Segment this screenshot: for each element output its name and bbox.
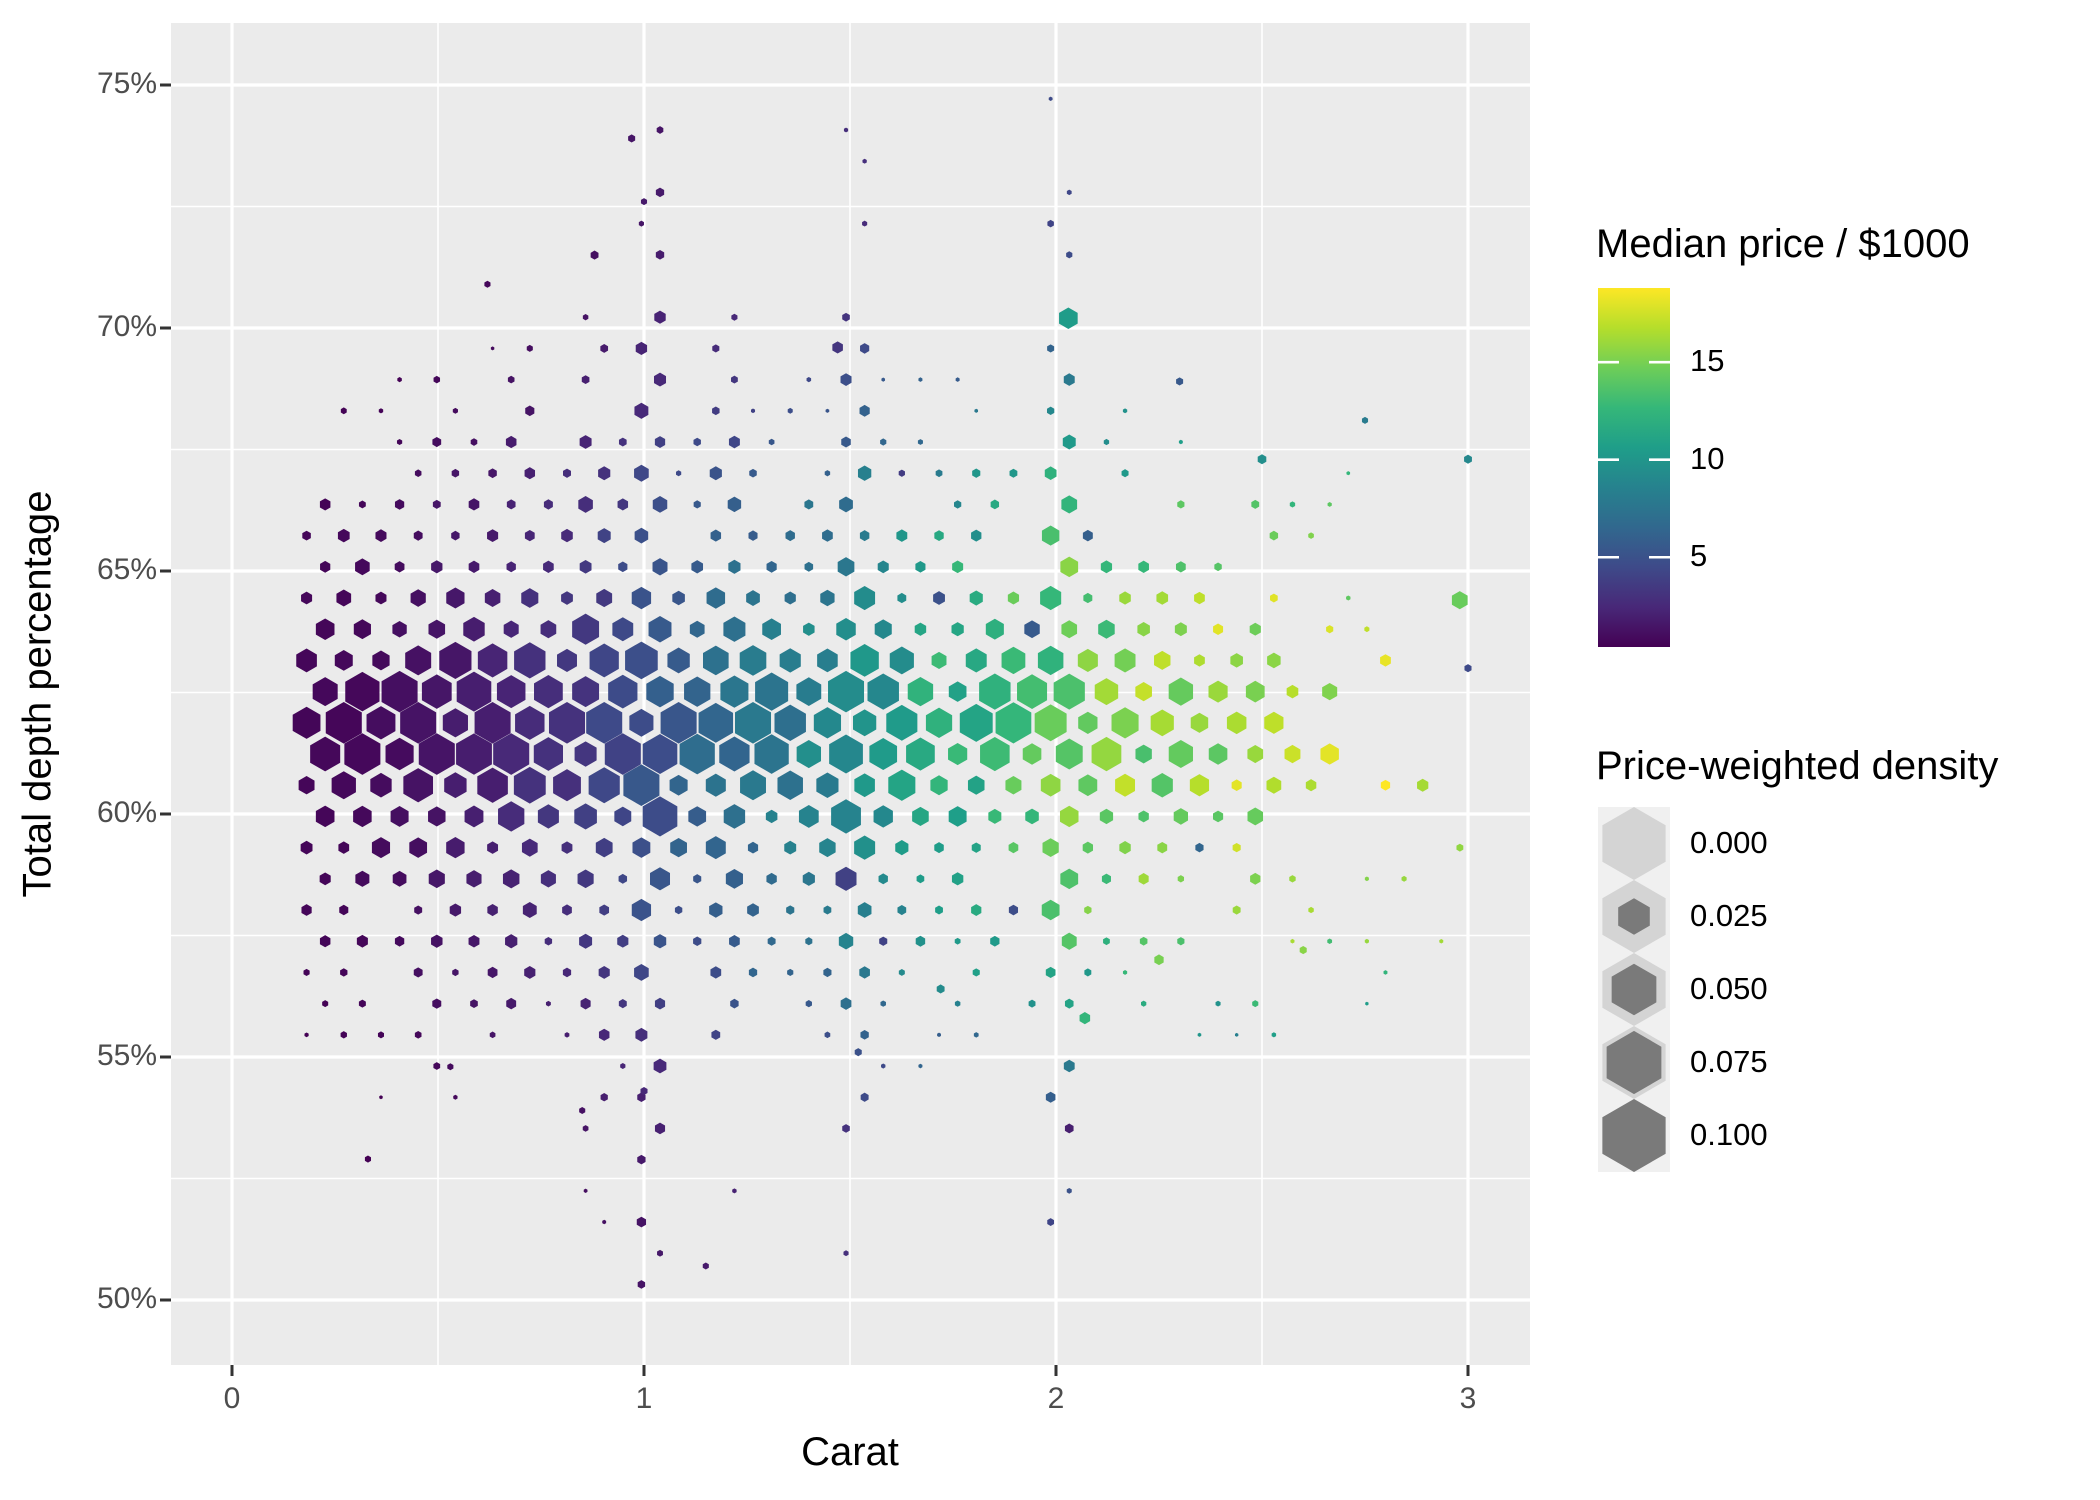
size-legend-value-label: 0.100 [1690,1116,1768,1152]
y-tick-label: 65% [96,553,157,586]
size-legend-value-label: 0.075 [1690,1043,1768,1079]
x-tick-label: 3 [1459,1382,1477,1415]
x-tick-label: 1 [635,1382,653,1415]
color-legend-tick-label: 5 [1690,538,1708,574]
color-legend-tick-label: 15 [1690,343,1725,379]
size-legend-value-label: 0.000 [1690,824,1768,860]
size-legend-title: Price-weighted density [1596,744,1999,788]
y-tick-label: 60% [96,796,157,829]
y-tick-label: 70% [96,310,157,343]
x-tick-label: 0 [223,1382,241,1415]
size-legend-value-label: 0.025 [1690,897,1768,933]
x-tick-label: 2 [1047,1382,1065,1415]
color-legend-title: Median price / $1000 [1596,222,1970,266]
y-tick-label: 75% [96,67,157,100]
y-tick-label: 50% [96,1282,157,1315]
x-axis-title: Carat [801,1430,899,1474]
size-legend-value-label: 0.050 [1690,970,1768,1006]
y-axis-title: Total depth percentage [15,490,60,898]
y-tick-label: 55% [96,1039,157,1072]
color-legend-tick-label: 10 [1690,440,1725,476]
